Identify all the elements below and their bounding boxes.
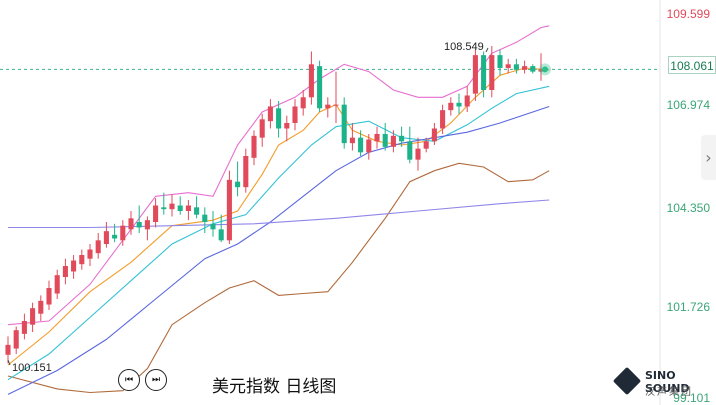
candle-body bbox=[136, 222, 142, 228]
candle-body bbox=[325, 104, 331, 109]
candle-body bbox=[185, 205, 191, 212]
brand-name: SINO SOUND bbox=[645, 369, 690, 395]
candle-body bbox=[415, 148, 421, 160]
candle-body bbox=[95, 240, 101, 254]
candle-body bbox=[21, 321, 27, 334]
candle-body bbox=[87, 249, 93, 259]
high-marker-label: 108.549 bbox=[444, 41, 484, 53]
candle-body bbox=[30, 308, 36, 325]
bollinger-lower-line bbox=[7, 162, 550, 394]
candle-body bbox=[407, 141, 413, 160]
candle-body bbox=[358, 137, 364, 153]
high-marker-leader bbox=[485, 47, 489, 53]
candle-body bbox=[5, 344, 11, 355]
candle-body bbox=[374, 133, 380, 142]
candle-body bbox=[399, 135, 405, 142]
candle-body bbox=[13, 330, 19, 349]
candle-body bbox=[169, 203, 175, 210]
candle-body bbox=[292, 106, 298, 123]
candle-body bbox=[489, 55, 495, 90]
brand-tagline: 汉声集团 bbox=[645, 387, 693, 398]
candle-body bbox=[218, 229, 224, 241]
ma60-line bbox=[8, 199, 550, 229]
candle-body bbox=[333, 104, 339, 106]
candle-body bbox=[243, 155, 249, 188]
candle-body bbox=[153, 205, 159, 223]
y-tick-label: 109.599 bbox=[666, 7, 710, 21]
last-price-dot bbox=[542, 66, 548, 73]
candle-body bbox=[267, 106, 273, 122]
candle-body bbox=[276, 108, 282, 129]
candle-body bbox=[177, 205, 183, 212]
ma10-line bbox=[7, 85, 550, 381]
candle-body bbox=[448, 102, 454, 111]
candle-body bbox=[382, 133, 388, 147]
candle-body bbox=[497, 55, 503, 68]
candle-body bbox=[144, 220, 150, 230]
candle-body bbox=[251, 135, 257, 158]
bollinger-upper-line bbox=[7, 25, 550, 326]
current-price-tag: 108.061 bbox=[668, 56, 716, 74]
candle-body bbox=[161, 207, 167, 210]
candle-body bbox=[128, 218, 134, 230]
candle-body bbox=[300, 97, 306, 109]
candle-body bbox=[210, 223, 216, 230]
low-marker-leader bbox=[7, 359, 11, 366]
next-button[interactable]: ⏭ bbox=[145, 369, 167, 391]
candle-body bbox=[103, 231, 109, 245]
candle-body bbox=[366, 139, 372, 153]
candle-body bbox=[390, 135, 396, 147]
y-tick-label: 106.974 bbox=[666, 98, 710, 112]
candle-body bbox=[54, 275, 60, 294]
y-tick-label: 99.101 bbox=[673, 391, 710, 405]
candle-body bbox=[464, 95, 470, 107]
brand-logo: SINO SOUND 汉声集团 bbox=[612, 366, 715, 398]
candle-body bbox=[202, 214, 208, 223]
candle-body bbox=[522, 66, 528, 70]
candle-body bbox=[120, 225, 126, 241]
candle-body bbox=[481, 55, 487, 90]
chart-title: 美元指数 日线图 bbox=[212, 377, 337, 397]
y-tick-label: 101.726 bbox=[666, 300, 710, 314]
candle-body bbox=[226, 179, 232, 241]
logo-icon bbox=[612, 366, 642, 396]
candle-body bbox=[423, 141, 429, 149]
candle-body bbox=[341, 104, 347, 144]
candle-body bbox=[62, 266, 68, 278]
candle-body bbox=[440, 110, 446, 129]
candle-body bbox=[530, 66, 536, 72]
candle-body bbox=[308, 64, 314, 98]
prev-button[interactable]: ⏮ bbox=[118, 369, 140, 391]
candle-body bbox=[538, 69, 544, 72]
candle-body bbox=[317, 66, 323, 109]
candle-body bbox=[259, 119, 265, 138]
candle-body bbox=[513, 64, 519, 70]
candle-body bbox=[349, 137, 355, 144]
candle-body bbox=[431, 128, 437, 142]
low-marker-label: 100.151 bbox=[12, 362, 52, 374]
candle-body bbox=[456, 102, 462, 107]
expand-panel-icon[interactable]: › bbox=[701, 135, 716, 180]
candle-body bbox=[235, 181, 241, 188]
candle-body bbox=[38, 300, 44, 314]
candle-body bbox=[505, 64, 511, 68]
candle-body bbox=[194, 207, 200, 215]
candle-body bbox=[46, 288, 52, 305]
candle-body bbox=[79, 255, 85, 265]
candle-body bbox=[112, 234, 118, 239]
candle-body bbox=[472, 55, 478, 94]
candle-body bbox=[284, 122, 290, 129]
y-tick-label: 104.350 bbox=[666, 201, 710, 215]
candle-body bbox=[71, 260, 77, 272]
ma20-line bbox=[7, 105, 550, 395]
